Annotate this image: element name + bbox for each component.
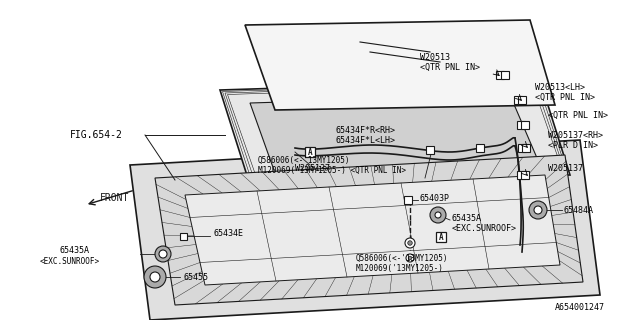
Bar <box>518 96 526 104</box>
Text: 65434F*L<LH>: 65434F*L<LH> <box>335 135 395 145</box>
Bar <box>436 232 446 242</box>
Text: FRONT: FRONT <box>100 193 129 203</box>
Text: Q586006(<-'13MY1205): Q586006(<-'13MY1205) <box>258 156 351 164</box>
Circle shape <box>405 238 415 248</box>
Text: 65434E: 65434E <box>213 228 243 237</box>
Bar <box>514 96 522 104</box>
Text: A: A <box>308 148 312 156</box>
Circle shape <box>408 241 412 245</box>
Polygon shape <box>220 80 570 185</box>
Text: M120069('13MY1205-): M120069('13MY1205-) <box>356 263 444 273</box>
Text: <QTR PNL IN>: <QTR PNL IN> <box>535 92 595 101</box>
Circle shape <box>155 246 171 262</box>
Circle shape <box>435 212 441 218</box>
Polygon shape <box>130 140 600 320</box>
Text: <EXC.SUNROOF>: <EXC.SUNROOF> <box>452 223 517 233</box>
Circle shape <box>534 206 542 214</box>
Text: 65484A: 65484A <box>563 205 593 214</box>
Circle shape <box>408 256 412 260</box>
Bar <box>518 144 526 152</box>
Bar <box>179 233 186 239</box>
Circle shape <box>144 266 166 288</box>
Text: W205137<RH>: W205137<RH> <box>548 131 603 140</box>
Text: W205137: W205137 <box>548 164 583 172</box>
Circle shape <box>406 254 414 262</box>
Text: 65435A: 65435A <box>60 245 90 254</box>
Text: A654001247: A654001247 <box>555 303 605 312</box>
Bar <box>521 171 529 179</box>
Polygon shape <box>250 95 540 173</box>
Text: W205137: W205137 <box>295 164 330 172</box>
Circle shape <box>430 207 446 223</box>
Text: 65403P: 65403P <box>420 194 450 203</box>
Bar <box>404 196 412 204</box>
Text: 65455: 65455 <box>183 274 208 283</box>
Text: <PLR D IN>: <PLR D IN> <box>548 140 598 149</box>
Circle shape <box>150 272 160 282</box>
Text: A: A <box>438 233 444 242</box>
Text: M120069('13MY1205-) <QTR PNL IN>: M120069('13MY1205-) <QTR PNL IN> <box>258 165 406 174</box>
Circle shape <box>529 201 547 219</box>
Bar <box>521 121 529 129</box>
Text: Q586006(<-'13MY1205): Q586006(<-'13MY1205) <box>356 253 449 262</box>
Bar <box>522 144 530 152</box>
Polygon shape <box>155 155 583 305</box>
Text: 65435A: 65435A <box>452 213 482 222</box>
Polygon shape <box>185 175 560 285</box>
Text: <EXC.SUNROOF>: <EXC.SUNROOF> <box>40 258 100 267</box>
Bar <box>496 71 504 79</box>
Text: W20513<LH>: W20513<LH> <box>535 83 585 92</box>
Bar <box>426 146 434 154</box>
Text: <QTR PNL IN>: <QTR PNL IN> <box>420 62 480 71</box>
Bar <box>476 144 484 152</box>
Text: W20513: W20513 <box>420 52 450 61</box>
Polygon shape <box>245 20 555 110</box>
Bar <box>305 147 315 157</box>
Text: <QTR PNL IN>: <QTR PNL IN> <box>548 110 608 119</box>
Bar <box>517 121 525 129</box>
Circle shape <box>159 250 167 258</box>
Bar <box>501 71 509 79</box>
Bar <box>517 171 525 179</box>
Text: FIG.654-2: FIG.654-2 <box>70 130 123 140</box>
Text: 65434F*R<RH>: 65434F*R<RH> <box>335 125 395 134</box>
